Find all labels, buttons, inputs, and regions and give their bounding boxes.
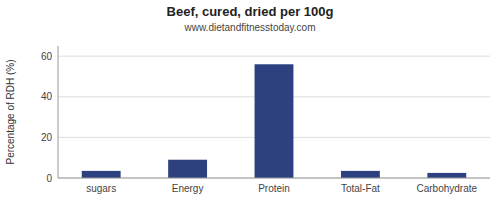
x-tick-label: sugars <box>86 183 116 194</box>
title: Beef, cured, dried per 100g <box>167 4 334 19</box>
bar <box>168 160 207 178</box>
y-tick-label: 20 <box>41 132 53 143</box>
x-tick-label: Total-Fat <box>341 183 380 194</box>
bars <box>82 64 466 178</box>
grid-line <box>58 56 490 57</box>
y-axis-line <box>58 46 59 178</box>
y-tick-label: 60 <box>41 51 53 62</box>
bar <box>427 173 466 178</box>
y-tick-label: 40 <box>41 91 53 102</box>
grid <box>58 56 490 178</box>
bar <box>255 64 294 178</box>
bar <box>82 171 121 178</box>
y-axis-label: Percentage of RDH (%) <box>5 59 16 164</box>
x-tick-label: Energy <box>172 183 204 194</box>
x-tick-label: Protein <box>258 183 290 194</box>
x-tick-label: Carbohydrate <box>417 183 478 194</box>
x-axis-line <box>58 178 490 179</box>
y-tick-label: 0 <box>46 173 52 184</box>
grid-line <box>58 178 490 179</box>
chart: Beef, cured, dried per 100g www.dietandfi… <box>0 0 500 200</box>
subtitle: www.dietandfitnesstoday.com <box>184 22 316 33</box>
bar <box>341 171 380 178</box>
